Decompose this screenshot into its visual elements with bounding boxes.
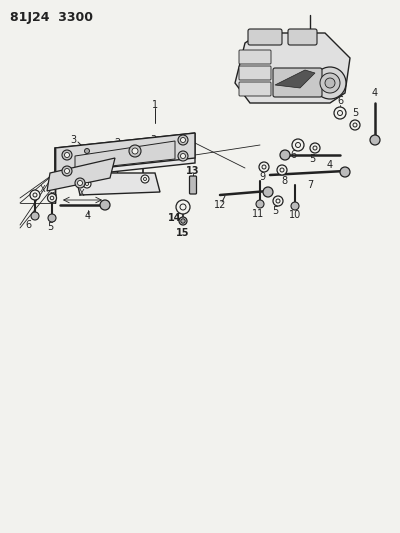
Text: 14: 14 <box>168 213 182 223</box>
Circle shape <box>338 110 342 116</box>
FancyBboxPatch shape <box>273 68 322 97</box>
Circle shape <box>180 204 186 210</box>
Circle shape <box>325 78 335 88</box>
Text: 13: 13 <box>186 166 200 176</box>
FancyBboxPatch shape <box>239 82 271 96</box>
Text: 4: 4 <box>327 160 333 170</box>
Circle shape <box>310 143 320 153</box>
Text: 6: 6 <box>25 220 31 230</box>
Circle shape <box>262 165 266 169</box>
Circle shape <box>370 135 380 145</box>
Circle shape <box>144 177 146 181</box>
Text: 5: 5 <box>47 222 53 232</box>
Text: 6: 6 <box>337 96 343 106</box>
Circle shape <box>291 202 299 210</box>
Circle shape <box>181 219 185 223</box>
Circle shape <box>138 147 148 156</box>
Text: 4: 4 <box>85 211 91 221</box>
Circle shape <box>62 150 72 160</box>
FancyBboxPatch shape <box>190 176 196 194</box>
Polygon shape <box>55 133 195 178</box>
Circle shape <box>280 168 284 172</box>
Circle shape <box>83 180 91 188</box>
Circle shape <box>48 214 56 222</box>
Text: 5: 5 <box>352 108 358 118</box>
Circle shape <box>48 193 56 203</box>
Circle shape <box>296 142 300 148</box>
Circle shape <box>141 175 149 183</box>
Polygon shape <box>75 141 175 170</box>
Text: 9: 9 <box>259 172 265 182</box>
Text: 3: 3 <box>150 135 156 145</box>
Polygon shape <box>235 33 350 103</box>
Text: 5: 5 <box>309 154 315 164</box>
Text: 10: 10 <box>289 210 301 220</box>
Circle shape <box>280 150 290 160</box>
Circle shape <box>178 151 188 161</box>
Circle shape <box>313 146 317 150</box>
Circle shape <box>178 135 188 145</box>
Text: X: X <box>40 184 46 193</box>
Circle shape <box>277 165 287 175</box>
Circle shape <box>82 147 92 156</box>
Circle shape <box>64 168 70 174</box>
Circle shape <box>30 190 40 200</box>
Circle shape <box>273 196 283 206</box>
Text: 8: 8 <box>281 176 287 186</box>
FancyBboxPatch shape <box>248 29 282 45</box>
Text: 7: 7 <box>307 180 313 190</box>
Polygon shape <box>75 173 160 195</box>
Circle shape <box>263 187 273 197</box>
FancyBboxPatch shape <box>239 66 271 80</box>
Circle shape <box>292 139 304 151</box>
Text: 81J24  3300: 81J24 3300 <box>10 11 93 24</box>
Circle shape <box>140 149 146 154</box>
Circle shape <box>334 107 346 119</box>
Circle shape <box>75 178 85 188</box>
Circle shape <box>180 154 186 158</box>
Polygon shape <box>47 158 115 191</box>
FancyBboxPatch shape <box>288 29 317 45</box>
Text: 11: 11 <box>252 209 264 219</box>
Text: X: X <box>79 190 85 198</box>
Circle shape <box>353 123 357 127</box>
Circle shape <box>320 73 340 93</box>
FancyBboxPatch shape <box>239 50 271 64</box>
Text: 5: 5 <box>272 206 278 216</box>
Circle shape <box>78 181 82 185</box>
Circle shape <box>259 162 269 172</box>
Circle shape <box>340 167 350 177</box>
Circle shape <box>179 217 187 225</box>
Circle shape <box>31 212 39 220</box>
Circle shape <box>50 196 54 200</box>
Circle shape <box>62 166 72 176</box>
Text: 2: 2 <box>114 138 120 148</box>
Circle shape <box>276 199 280 203</box>
Text: 15: 15 <box>176 228 190 238</box>
Polygon shape <box>275 70 315 88</box>
Text: 1: 1 <box>152 100 158 110</box>
Circle shape <box>180 138 186 142</box>
Circle shape <box>100 200 110 210</box>
Circle shape <box>129 145 141 157</box>
Circle shape <box>64 152 70 157</box>
Circle shape <box>176 200 190 214</box>
Circle shape <box>33 193 37 197</box>
Text: 6: 6 <box>290 150 296 160</box>
Circle shape <box>132 148 138 154</box>
Circle shape <box>256 200 264 208</box>
Polygon shape <box>55 133 195 173</box>
Circle shape <box>314 67 346 99</box>
Text: 12: 12 <box>214 200 226 210</box>
Text: 4: 4 <box>372 88 378 98</box>
Text: 3: 3 <box>70 135 76 145</box>
Circle shape <box>350 120 360 130</box>
Circle shape <box>84 149 90 154</box>
Circle shape <box>86 182 88 185</box>
